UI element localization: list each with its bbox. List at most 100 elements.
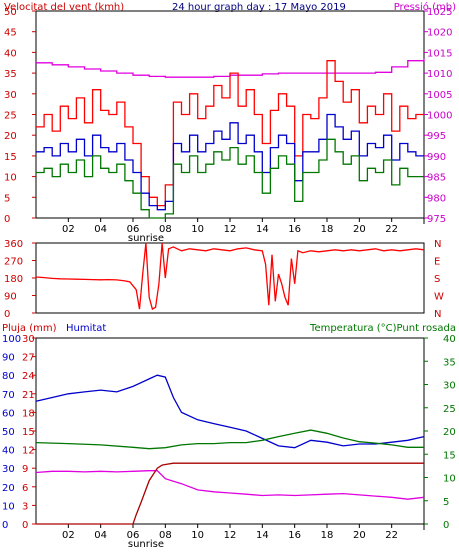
x-tick-label: 08 — [159, 530, 172, 541]
temperature-tick-label: 20 — [443, 427, 456, 438]
x-tick-label: 20 — [353, 224, 366, 235]
right-tick-label: 975 — [427, 214, 446, 225]
left-tick-label: 180 — [4, 274, 23, 285]
humidity-tick-label: 10 — [2, 501, 15, 512]
rain-tick-label: 30 — [22, 334, 35, 345]
temperature-tick-label: 40 — [443, 334, 456, 345]
series-line-2 — [36, 113, 424, 211]
humidity-tick-label: 90 — [2, 353, 15, 364]
right-tick-label: 1015 — [427, 48, 452, 59]
rain-tick-label: 12 — [22, 446, 35, 457]
x-tick-label: 08 — [159, 224, 172, 235]
left-tick-label: 360 — [4, 239, 23, 250]
left-tick-label: 30 — [4, 90, 17, 101]
rain-tick-label: 21 — [22, 390, 35, 401]
x-tick-label: 04 — [94, 530, 107, 541]
temperature-tick-label: 25 — [443, 404, 456, 415]
right-tick-label: 1000 — [427, 111, 452, 122]
compass-label: E — [434, 257, 440, 268]
x-tick-label: 22 — [385, 530, 398, 541]
x-tick-label: 14 — [256, 224, 269, 235]
rain-tick-label: 24 — [22, 371, 35, 382]
series-line-0 — [35, 374, 425, 449]
series-line-3 — [36, 138, 424, 219]
series-line-1 — [36, 60, 424, 207]
rain-axis-title: Pluja (mm) — [2, 323, 57, 334]
temperature-tick-label: 15 — [443, 450, 456, 461]
right-tick-label: 995 — [427, 131, 446, 142]
rain-tick-label: 9 — [22, 464, 28, 475]
left-tick-label: 45 — [4, 28, 17, 39]
x-tick-label: 06 — [127, 224, 140, 235]
series-line-0 — [36, 58, 425, 78]
compass-label: N — [434, 239, 441, 250]
humidity-tick-label: 100 — [2, 334, 21, 345]
left-tick-label: 5 — [4, 193, 10, 204]
right-tick-label: 985 — [427, 173, 446, 184]
left-tick-label: 0 — [4, 309, 10, 320]
humidity-tick-label: 80 — [2, 371, 15, 382]
sunrise-label: sunrise — [128, 539, 164, 550]
left-axis-title: Velocitat del vent (kmh) — [4, 2, 124, 13]
temperature-tick-label: 35 — [443, 357, 456, 368]
humidity-temperature-chart: Pluja (mm) Humitat Temperatura (°C)Punt ro… — [2, 323, 456, 550]
compass-label: N — [434, 309, 441, 320]
right-tick-label: 1020 — [427, 28, 452, 39]
wind-pressure-chart: Velocitat del vent (kmh) 24 hour graph da… — [4, 1, 456, 244]
left-tick-label: 50 — [4, 7, 17, 18]
temperature-tick-label: 5 — [443, 497, 449, 508]
x-tick-label: 02 — [62, 530, 75, 541]
humidity-axis-title: Humitat — [66, 323, 106, 334]
humidity-tick-label: 30 — [2, 464, 15, 475]
rain-tick-label: 0 — [22, 520, 28, 531]
x-tick-label: 10 — [191, 530, 204, 541]
temperature-axis-title: Temperatura (°C)Punt rosada — [309, 323, 456, 334]
humidity-tick-label: 50 — [2, 427, 15, 438]
left-tick-label: 40 — [4, 48, 17, 59]
x-tick-label: 04 — [94, 224, 107, 235]
series-line-2 — [35, 470, 425, 500]
x-tick-label: 14 — [256, 530, 269, 541]
right-tick-label: 980 — [427, 193, 446, 204]
humidity-tick-label: 20 — [2, 483, 15, 494]
x-tick-label: 22 — [385, 224, 398, 235]
rain-tick-label: 27 — [22, 353, 35, 364]
left-tick-label: 0 — [4, 214, 10, 225]
temperature-tick-label: 10 — [443, 474, 456, 485]
temperature-tick-label: 30 — [443, 381, 456, 392]
series-line-3 — [36, 462, 424, 525]
x-tick-label: 06 — [127, 530, 140, 541]
right-tick-label: 990 — [427, 152, 446, 163]
x-tick-label: 20 — [353, 530, 366, 541]
compass-label: S — [434, 274, 440, 285]
left-tick-label: 15 — [4, 152, 17, 163]
direction-line-0 — [35, 242, 425, 311]
right-tick-label: 1025 — [427, 7, 452, 18]
plot-frame — [35, 337, 425, 525]
rain-tick-label: 18 — [22, 408, 35, 419]
left-tick-label: 90 — [4, 292, 17, 303]
right-tick-label: 1005 — [427, 90, 452, 101]
x-tick-label: 12 — [224, 224, 237, 235]
sunrise-label: sunrise — [128, 233, 164, 244]
x-tick-label: 02 — [62, 224, 75, 235]
humidity-tick-label: 60 — [2, 408, 15, 419]
right-axis-title: Pressió (mb) — [394, 1, 456, 13]
rain-tick-label: 15 — [22, 427, 35, 438]
x-tick-label: 16 — [288, 224, 301, 235]
humidity-tick-label: 70 — [2, 390, 15, 401]
x-tick-label: 12 — [224, 530, 237, 541]
right-tick-label: 1010 — [427, 69, 452, 80]
plot-frame — [35, 242, 425, 314]
temperature-tick-label: 0 — [443, 520, 449, 531]
left-tick-label: 10 — [4, 173, 17, 184]
x-tick-label: 18 — [321, 224, 334, 235]
rain-tick-label: 3 — [22, 501, 28, 512]
x-tick-label: 10 — [191, 224, 204, 235]
chart-title: 24 hour graph day : 17 Mayo 2019 — [172, 2, 346, 13]
left-tick-label: 270 — [4, 257, 23, 268]
humidity-tick-label: 40 — [2, 446, 15, 457]
plot-frame — [35, 10, 425, 219]
x-tick-label: 18 — [321, 530, 334, 541]
